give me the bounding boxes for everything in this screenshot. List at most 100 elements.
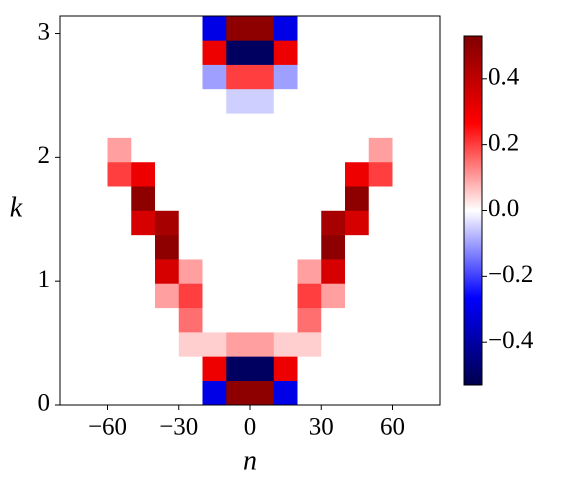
heatmap-cell <box>273 356 298 382</box>
heatmap-cell <box>83 307 108 333</box>
x-tick-label: 30 <box>309 414 334 441</box>
y-tick-label: 1 <box>38 266 51 293</box>
heatmap-cell <box>202 88 227 114</box>
heatmap-cell <box>155 259 180 284</box>
heatmap-cell <box>226 234 251 260</box>
heatmap-cell <box>131 16 156 41</box>
heatmap-cell <box>416 307 441 333</box>
heatmap-cell <box>60 186 85 211</box>
heatmap-cell <box>155 161 180 187</box>
heatmap-cell <box>321 307 346 333</box>
heatmap-cell <box>273 380 298 406</box>
heatmap-cell <box>131 356 156 382</box>
heatmap-cell <box>155 380 180 406</box>
heatmap-cell <box>250 283 275 309</box>
heatmap-cell <box>321 332 346 357</box>
heatmap-cell <box>297 210 322 236</box>
heatmap-cell <box>273 88 298 114</box>
heatmap-cell <box>368 16 393 41</box>
heatmap-cell <box>226 137 251 163</box>
heatmap-cell <box>226 113 251 138</box>
x-tick-label: 0 <box>244 414 257 441</box>
heatmap-cell <box>155 113 180 138</box>
heatmap-cell <box>321 259 346 284</box>
heatmap-cell <box>131 259 156 284</box>
heatmap-cell <box>155 137 180 163</box>
heatmap-cell <box>178 137 203 163</box>
heatmap-cell <box>416 64 441 90</box>
heatmap-cell <box>226 16 251 41</box>
heatmap-cell <box>60 307 85 333</box>
heatmap-cell <box>107 307 132 333</box>
y-tick-label: 2 <box>38 142 51 169</box>
heatmap-cell <box>250 161 275 187</box>
heatmap-cell <box>107 88 132 114</box>
heatmap-cell <box>202 161 227 187</box>
heatmap-cell <box>202 307 227 333</box>
heatmap-cell <box>321 64 346 90</box>
heatmap-cell <box>250 210 275 236</box>
heatmap-cell <box>368 332 393 357</box>
heatmap-cell <box>250 40 275 65</box>
heatmap-cell <box>155 332 180 357</box>
colorbar-tick-label: 0.4 <box>488 64 520 91</box>
heatmap-cell <box>83 380 108 406</box>
heatmap-cell <box>178 307 203 333</box>
heatmap-cell <box>178 113 203 138</box>
heatmap <box>60 16 441 406</box>
x-tick-label: −30 <box>159 414 198 441</box>
heatmap-cell <box>131 64 156 90</box>
heatmap-cell <box>297 332 322 357</box>
heatmap-cell <box>202 356 227 382</box>
heatmap-cell <box>250 113 275 138</box>
heatmap-cell <box>202 332 227 357</box>
heatmap-cell <box>131 380 156 406</box>
heatmap-cell <box>83 210 108 236</box>
heatmap-cell <box>178 283 203 309</box>
heatmap-cell <box>202 186 227 211</box>
heatmap-cell <box>297 356 322 382</box>
heatmap-cell <box>250 88 275 114</box>
heatmap-cell <box>107 259 132 284</box>
heatmap-cell <box>368 113 393 138</box>
heatmap-cell <box>321 234 346 260</box>
heatmap-cell <box>107 186 132 211</box>
heatmap-cell <box>83 64 108 90</box>
heatmap-cell <box>60 88 85 114</box>
heatmap-cell <box>226 161 251 187</box>
heatmap-cell <box>416 283 441 309</box>
heatmap-cell <box>107 332 132 357</box>
heatmap-cell <box>60 234 85 260</box>
heatmap-cell <box>131 307 156 333</box>
heatmap-cell <box>297 64 322 90</box>
heatmap-cell <box>297 234 322 260</box>
heatmap-cell <box>392 307 417 333</box>
heatmap-cell <box>178 161 203 187</box>
heatmap-cell <box>392 210 417 236</box>
heatmap-cell <box>368 380 393 406</box>
heatmap-cell <box>83 283 108 309</box>
heatmap-cell <box>250 137 275 163</box>
heatmap-cell <box>131 283 156 309</box>
heatmap-cell <box>368 161 393 187</box>
heatmap-cell <box>273 113 298 138</box>
heatmap-cell <box>368 64 393 90</box>
heatmap-cell <box>155 16 180 41</box>
heatmap-cell <box>226 283 251 309</box>
heatmap-cell <box>345 307 370 333</box>
colorbar-tick-label: −0.4 <box>488 327 534 354</box>
heatmap-cell <box>250 259 275 284</box>
heatmap-cell <box>107 16 132 41</box>
heatmap-cell <box>83 137 108 163</box>
heatmap-cell <box>392 356 417 382</box>
heatmap-cell <box>202 40 227 65</box>
heatmap-cell <box>321 161 346 187</box>
heatmap-cell <box>155 234 180 260</box>
heatmap-cell <box>155 283 180 309</box>
heatmap-cell <box>321 137 346 163</box>
heatmap-cell <box>226 40 251 65</box>
heatmap-cell <box>297 186 322 211</box>
heatmap-cell <box>107 380 132 406</box>
heatmap-cell <box>83 40 108 65</box>
heatmap-cell <box>345 40 370 65</box>
